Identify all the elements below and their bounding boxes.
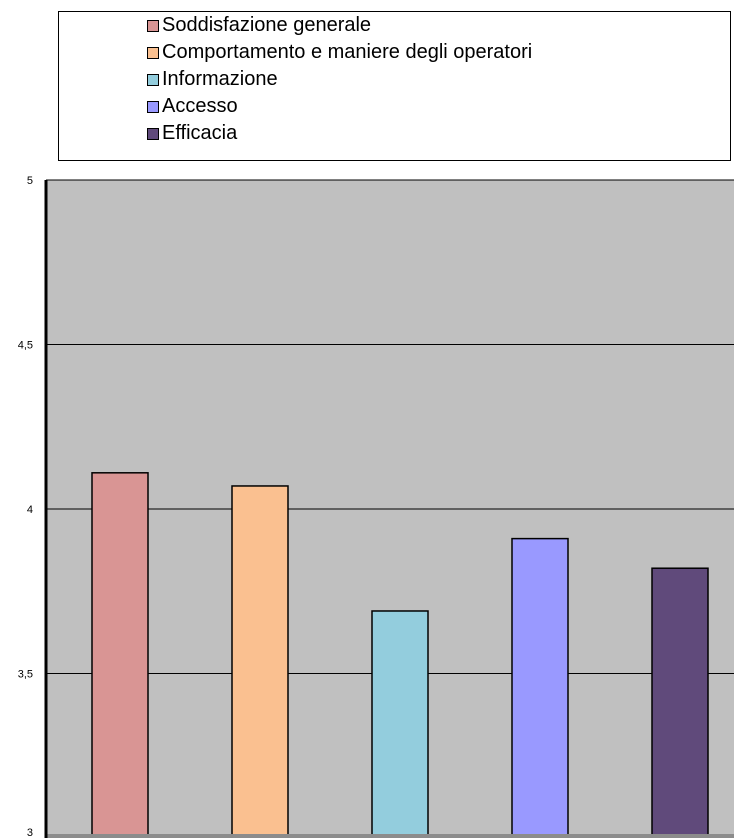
- legend-swatch: [147, 127, 159, 140]
- bar: [511, 537, 569, 838]
- legend-swatch: [147, 46, 159, 59]
- legend-label: Comportamento e maniere degli operatori: [162, 41, 533, 63]
- legend-label: Efficacia: [162, 122, 238, 144]
- legend: Soddisfazione generale Comportamento e ma…: [58, 11, 731, 161]
- legend-label: Informazione: [162, 68, 278, 90]
- legend-item: Informazione: [147, 66, 532, 93]
- bar: [231, 485, 289, 838]
- legend-item: Soddisfazione generale: [147, 12, 532, 39]
- axis-floor: [46, 834, 734, 838]
- y-tick-label: 5: [27, 175, 33, 187]
- legend-item: Efficacia: [147, 120, 532, 147]
- legend-item: Comportamento e maniere degli operatori: [147, 39, 532, 66]
- y-tick-label: 3: [27, 827, 33, 838]
- legend-swatch: [147, 73, 159, 86]
- y-axis: 3 3,5 4 4,5 5: [18, 175, 48, 838]
- bar: [371, 610, 429, 838]
- legend-item: Accesso: [147, 93, 532, 120]
- bars: [46, 472, 734, 838]
- y-tick-label: 4,5: [18, 340, 33, 352]
- legend-label: Soddisfazione generale: [162, 14, 372, 36]
- legend-swatch: [147, 100, 159, 113]
- bar: [91, 472, 149, 838]
- legend-list: Soddisfazione generale Comportamento e ma…: [147, 12, 532, 147]
- legend-label: Accesso: [162, 95, 238, 117]
- bar: [651, 567, 709, 838]
- legend-swatch: [147, 19, 159, 32]
- y-tick-label: 3,5: [18, 669, 33, 681]
- y-tick-label: 4: [27, 504, 33, 516]
